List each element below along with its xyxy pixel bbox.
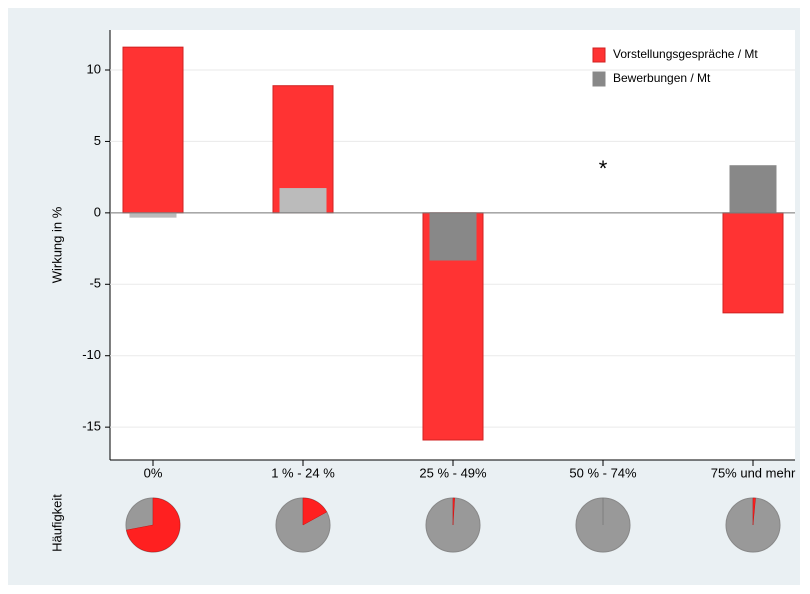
bar [122,46,184,214]
bar [722,212,784,314]
y-tick-label: -5 [89,276,101,291]
bar [129,212,177,218]
y-tick-label: -15 [82,419,101,434]
annotation: * [599,156,608,181]
y-tick-label: 10 [87,61,101,76]
bar [729,165,777,214]
y-tick-label: -10 [82,347,101,362]
x-tick-label: 25 % - 49% [419,465,487,480]
pie-slice [302,497,327,526]
x-tick-label: 0% [144,465,163,480]
x-tick-label: 75% und mehr [711,465,796,480]
legend-label: Bewerbungen / Mt [613,71,711,85]
x-tick-label: 1 % - 24 % [271,465,335,480]
pie-slice [752,497,756,526]
x-tick-label: 50 % - 74% [569,465,637,480]
pie-slice [126,497,181,553]
y-tick-label: 5 [94,133,101,148]
legend-label: Vorstellungsgespräche / Mt [613,47,758,61]
pie-row-label: Häufigkeit [49,494,64,552]
pie-slice [452,497,455,526]
legend-swatch [592,71,606,87]
legend-swatch [592,47,606,63]
bar [279,188,327,214]
y-axis-label: Wirkung in % [49,206,64,283]
bar [429,212,477,261]
y-tick-label: 0 [94,204,101,219]
